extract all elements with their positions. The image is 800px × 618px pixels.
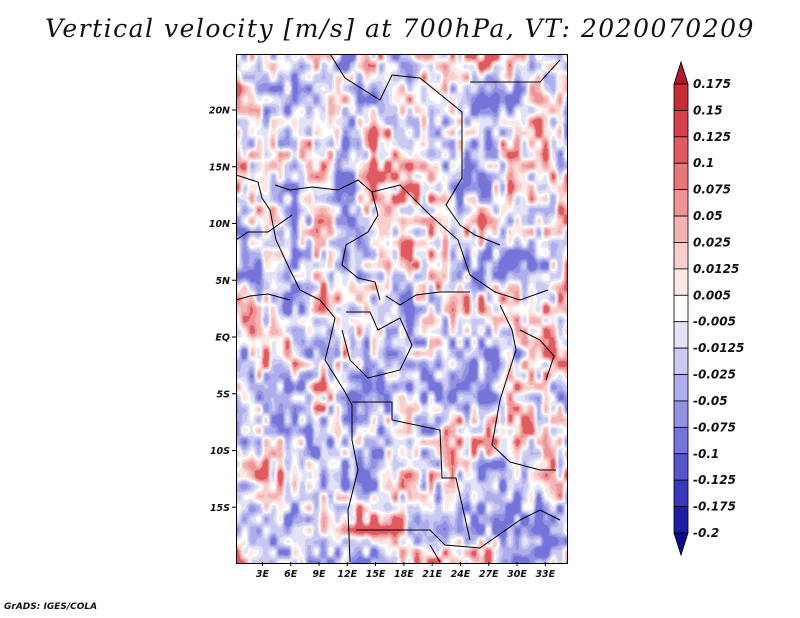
colorbar-swatch xyxy=(673,453,689,481)
colorbar-swatch xyxy=(673,162,689,191)
colorbar-label: 0.005 xyxy=(693,288,731,302)
colorbar-swatch xyxy=(673,321,689,349)
colorbar-swatch xyxy=(673,83,689,111)
border-line xyxy=(385,291,470,306)
x-tick-label: 3E xyxy=(256,569,270,580)
border-line xyxy=(519,329,555,381)
x-tick-label: 21E xyxy=(422,569,442,580)
colorbar-label: -0.075 xyxy=(693,420,736,434)
colorbar-swatch xyxy=(673,506,689,534)
y-tick-label: EQ xyxy=(215,333,230,344)
colorbar-label: -0.05 xyxy=(693,394,728,408)
credit-text: GrADS: IGES/COLA xyxy=(4,602,98,612)
x-axis: 3E 6E 9E 12E 15E 18E 21E 24E 27E 30E 33E xyxy=(256,562,556,580)
map-plot-area xyxy=(236,54,568,564)
border-line xyxy=(356,509,561,549)
colorbar-label: -0.2 xyxy=(693,526,719,540)
colorbar-swatch xyxy=(673,110,689,138)
colorbar-label: -0.175 xyxy=(693,500,736,514)
x-tick-label: 27E xyxy=(479,569,499,580)
colorbar-label: 0.1 xyxy=(693,156,714,170)
colorbar-swatch xyxy=(673,189,689,217)
country-borders xyxy=(236,54,561,563)
border-line xyxy=(341,311,413,379)
x-tick-label: 9E xyxy=(312,569,326,580)
y-tick-label: 10S xyxy=(210,446,230,457)
border-line xyxy=(470,59,561,83)
colorbar-max-arrow xyxy=(673,60,689,85)
y-tick-label: 20N xyxy=(209,106,230,117)
border-line xyxy=(352,401,471,541)
colorbar-label: -0.125 xyxy=(693,473,736,487)
y-tick-label: 15S xyxy=(210,503,230,514)
y-tick-label: 5S xyxy=(217,389,231,400)
border-line xyxy=(274,179,381,301)
border-line xyxy=(236,214,293,241)
colorbar-label: 0.05 xyxy=(693,209,723,223)
border-line xyxy=(429,544,441,563)
colorbar-swatch xyxy=(673,347,689,375)
border-line xyxy=(236,293,291,301)
y-axis: 20N 15N 10N 5N EQ 5S 10S 15S xyxy=(209,106,236,514)
border-line xyxy=(491,304,556,471)
colorbar-label: 0.075 xyxy=(693,183,731,197)
y-tick-label: 15N xyxy=(209,162,230,173)
colorbar-swatch xyxy=(673,242,689,270)
colorbar-label: -0.0125 xyxy=(693,341,744,355)
colorbar-label: -0.005 xyxy=(693,315,736,329)
colorbar-label: 0.175 xyxy=(693,77,731,91)
y-tick-label: 10N xyxy=(209,219,230,230)
x-tick-label: 18E xyxy=(394,569,414,580)
colorbar-label: 0.15 xyxy=(693,103,723,117)
colorbar-label: 0.125 xyxy=(693,130,731,144)
x-tick-label: 30E xyxy=(507,569,527,580)
border-line xyxy=(371,184,549,301)
colorbar-label: 0.0125 xyxy=(693,262,739,276)
colorbar-swatch xyxy=(673,294,689,323)
colorbar-min-arrow xyxy=(673,532,689,557)
colorbar-swatch xyxy=(673,479,689,507)
border-line xyxy=(236,174,359,563)
colorbar: 0.175 0.15 0.125 0.1 0.075 0.05 0.025 0.0125 0.0… xyxy=(673,60,744,557)
x-tick-label: 12E xyxy=(337,569,357,580)
border-line xyxy=(329,54,501,246)
colorbar-swatch xyxy=(673,374,689,402)
y-tick-label: 5N xyxy=(215,276,230,287)
vertical-velocity-field xyxy=(237,55,567,563)
chart-title: Vertical velocity [m/s] at 700hPa, VT: 2… xyxy=(45,14,755,43)
colorbar-label: -0.1 xyxy=(693,447,719,461)
colorbar-label: 0.025 xyxy=(693,235,731,249)
colorbar-swatch xyxy=(673,426,689,455)
colorbar-swatch xyxy=(673,215,689,243)
colorbar-swatch xyxy=(673,136,689,164)
x-tick-label: 15E xyxy=(366,569,386,580)
colorbar-label: -0.025 xyxy=(693,368,736,382)
x-tick-label: 33E xyxy=(535,569,555,580)
x-tick-label: 6E xyxy=(284,569,298,580)
colorbar-swatch xyxy=(673,400,689,428)
x-tick-label: 24E xyxy=(451,569,471,580)
colorbar-swatch xyxy=(673,268,689,296)
